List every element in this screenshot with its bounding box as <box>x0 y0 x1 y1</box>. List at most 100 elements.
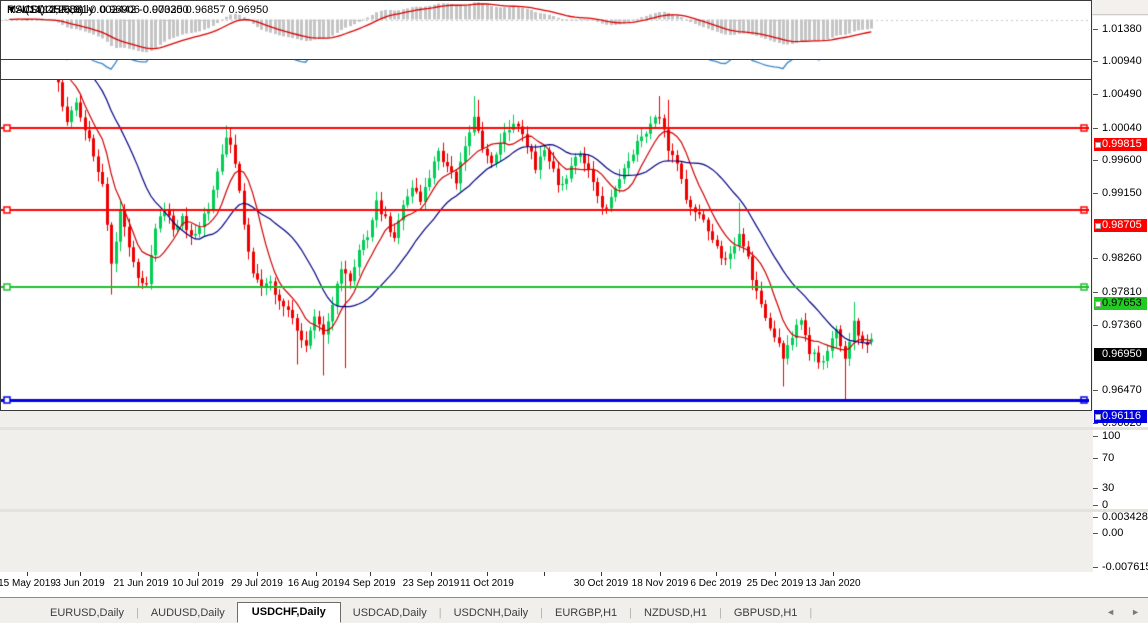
price-axis-tick <box>1093 325 1098 326</box>
ohlc-values: 0.96906 0.97025 0.96857 0.96950 <box>100 4 269 16</box>
tab-separator: | <box>718 607 722 619</box>
rsi-axis-tick <box>1093 458 1098 459</box>
price-axis-label: 1.01380 <box>1102 23 1142 35</box>
price-badge: 0.98705 <box>1094 219 1147 232</box>
price-axis-label: 0.99600 <box>1102 154 1142 166</box>
macd-axis-tick <box>1093 567 1098 568</box>
date-label: 11 Oct 2019 <box>460 578 514 589</box>
date-label: 4 Sep 2019 <box>344 578 396 589</box>
price-axis-label: 0.98260 <box>1102 252 1142 264</box>
price-badge: 0.97653 <box>1094 297 1147 310</box>
macd-axis: 0.003428 0.00 -0.007615 <box>1093 511 1148 573</box>
date-label: 10 Jul 2019 <box>172 578 224 589</box>
price-axis-label: 0.97360 <box>1102 319 1142 331</box>
date-label: 6 Dec 2019 <box>690 578 742 589</box>
price-axis-tick <box>1093 193 1098 194</box>
price-axis-tick <box>1093 423 1098 424</box>
chart-title: ▼ USDCHF,Daily 0.96906 0.97025 0.96857 0… <box>7 4 268 16</box>
price-axis-tick <box>1093 94 1098 95</box>
macd-label: MACD(12,26,9) -0.002442 -0.003300 <box>7 4 189 16</box>
chart-marker-icon[interactable]: ▼ <box>7 4 16 14</box>
price-axis-tick <box>1093 160 1098 161</box>
price-axis-label: 1.00040 <box>1102 122 1142 134</box>
tab-separator: | <box>809 607 813 619</box>
date-axis-tick <box>660 572 661 576</box>
price-axis-tick <box>1093 128 1098 129</box>
line-anchor-icon <box>1095 414 1101 420</box>
macd-axis-label: -0.007615 <box>1102 561 1148 573</box>
tab-gbpusd-h1[interactable]: GBPUSD,H1 <box>733 607 798 619</box>
price-axis-label: 0.99150 <box>1102 187 1142 199</box>
tab-separator: | <box>438 607 442 619</box>
tab-audusd-daily[interactable]: AUDUSD,Daily <box>150 607 225 619</box>
price-badge: 0.99815 <box>1094 138 1147 151</box>
tab-usdcnh-daily[interactable]: USDCNH,Daily <box>453 607 529 619</box>
date-axis-tick <box>775 572 776 576</box>
price-axis-tick <box>1093 292 1098 293</box>
date-axis-tick <box>316 572 317 576</box>
macd-pane[interactable]: MACD(12,26,9) -0.002442 -0.003300 <box>0 0 1092 60</box>
price-axis-label: 0.97810 <box>1102 286 1142 298</box>
macd-canvas[interactable] <box>1 1 1089 57</box>
rsi-label: RSI(14) 45.0861 <box>7 4 88 16</box>
date-axis-tick <box>716 572 717 576</box>
macd-axis-label: 0.003428 <box>1102 511 1148 523</box>
pane-splitter[interactable] <box>0 509 1148 512</box>
date-label: 23 Sep 2019 <box>402 578 460 589</box>
date-axis-tick <box>198 572 199 576</box>
macd-axis-tick <box>1093 533 1098 534</box>
tab-scroll-left-icon[interactable]: ◄ <box>1106 607 1116 617</box>
tab-usdcad-daily[interactable]: USDCAD,Daily <box>352 607 427 619</box>
date-axis-tick <box>431 572 432 576</box>
rsi-axis-tick <box>1093 505 1098 506</box>
price-axis-label: 0.96470 <box>1102 384 1142 396</box>
date-label: 15 May 2019 <box>0 578 56 589</box>
rsi-axis-label: 30 <box>1102 482 1115 494</box>
tab-eurgbp-h1[interactable]: EURGBP,H1 <box>555 607 618 619</box>
price-badge: 0.96950 <box>1094 348 1147 361</box>
date-axis-tick <box>601 572 602 576</box>
rsi-axis: 100 70 30 0 <box>1093 430 1148 511</box>
line-anchor-icon <box>1095 301 1101 307</box>
rsi-axis-tick <box>1093 488 1098 489</box>
tab-eurusd-daily[interactable]: EURUSD,Daily <box>50 607 124 619</box>
line-anchor-icon <box>1095 223 1101 229</box>
rsi-axis-label: 0 <box>1102 499 1109 511</box>
tab-bar: EURUSD,Daily | AUDUSD,Daily USDCHF,Daily USD… <box>0 597 1148 623</box>
price-axis-tick <box>1093 61 1098 62</box>
tab-scroll-right-icon[interactable]: ► <box>1131 607 1140 617</box>
tab-nzdusd-h1[interactable]: NZDUSD,H1 <box>644 607 707 619</box>
macd-axis-label: 0.00 <box>1102 527 1124 539</box>
date-label: 29 Jul 2019 <box>231 578 283 589</box>
date-axis-tick <box>257 572 258 576</box>
date-axis-tick <box>141 572 142 576</box>
date-axis-tick <box>27 572 28 576</box>
pane-splitter[interactable] <box>0 427 1148 430</box>
tab-separator: | <box>540 607 544 619</box>
date-label: 16 Aug 2019 <box>287 578 345 589</box>
price-axis-label: 1.00490 <box>1102 88 1142 100</box>
date-axis-tick <box>544 572 545 576</box>
price-axis-tick <box>1093 258 1098 259</box>
date-label: 21 Jun 2019 <box>113 578 169 589</box>
price-axis-label: 1.00940 <box>1102 55 1142 67</box>
date-label: 13 Jan 2020 <box>805 578 861 589</box>
line-anchor-icon <box>1095 142 1101 148</box>
macd-axis-tick <box>1093 517 1098 518</box>
rsi-axis-label: 70 <box>1102 452 1115 464</box>
price-badge: 0.96116 <box>1094 410 1147 423</box>
tab-separator: | <box>135 607 139 619</box>
date-label: 3 Jun 2019 <box>55 578 105 589</box>
date-label: 25 Dec 2019 <box>746 578 804 589</box>
tab-usdchf-daily[interactable]: USDCHF,Daily <box>236 602 341 623</box>
date-label: 30 Oct 2019 <box>573 578 629 589</box>
date-axis-tick <box>80 572 81 576</box>
rsi-axis-tick <box>1093 436 1098 437</box>
price-axis-tick <box>1093 390 1098 391</box>
date-axis-tick <box>487 572 488 576</box>
tab-separator: | <box>629 607 633 619</box>
date-axis: 15 May 2019 3 Jun 2019 21 Jun 2019 10 Jul 2… <box>0 572 1148 597</box>
date-label: 18 Nov 2019 <box>631 578 689 589</box>
date-axis-tick <box>370 572 371 576</box>
